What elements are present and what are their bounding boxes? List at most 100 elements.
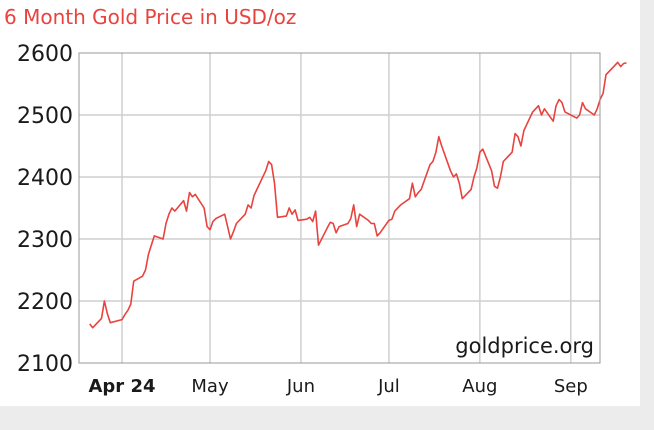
data-point [438, 136, 440, 138]
data-point [183, 200, 185, 202]
data-point [414, 196, 416, 198]
data-point [394, 210, 396, 212]
data-point [192, 196, 194, 198]
data-point [391, 218, 393, 220]
data-point [335, 232, 337, 234]
data-point [458, 182, 460, 184]
data-point [517, 136, 519, 138]
data-point [153, 235, 155, 237]
data-point [432, 161, 434, 163]
data-point [189, 192, 191, 194]
data-point [171, 207, 173, 209]
data-point [309, 216, 311, 218]
x-tick-label: Jul [377, 376, 400, 397]
data-point [500, 176, 502, 178]
data-point [614, 65, 616, 67]
data-point [617, 61, 619, 63]
data-point [561, 102, 563, 104]
data-point [441, 145, 443, 147]
data-point [514, 133, 516, 135]
data-point [306, 218, 308, 220]
data-point [379, 232, 381, 234]
data-point [520, 145, 522, 147]
y-tick-label: 2500 [17, 104, 73, 129]
data-point [168, 213, 170, 215]
data-point [347, 223, 349, 225]
data-point [491, 170, 493, 172]
data-point [558, 99, 560, 101]
y-tick-label: 2300 [17, 228, 73, 253]
data-point [412, 182, 414, 184]
data-point [564, 111, 566, 113]
data-point [359, 213, 361, 215]
data-point [150, 244, 152, 246]
data-point [356, 226, 358, 228]
data-point [368, 220, 370, 222]
data-point [538, 105, 540, 107]
data-point [623, 63, 625, 65]
data-point [582, 102, 584, 104]
data-point [256, 189, 258, 191]
data-point [285, 215, 287, 217]
data-point [338, 226, 340, 228]
plot-frame [78, 52, 601, 364]
data-point [89, 323, 91, 325]
data-point [297, 220, 299, 222]
y-tick-label: 2600 [17, 42, 73, 67]
data-point [417, 192, 419, 194]
data-point [271, 164, 273, 166]
data-point [291, 213, 293, 215]
data-point [435, 151, 437, 153]
data-point [429, 164, 431, 166]
data-point [203, 207, 205, 209]
data-point [142, 275, 144, 277]
data-point [370, 223, 372, 225]
data-point [544, 108, 546, 110]
data-point [274, 182, 276, 184]
data-point [552, 120, 554, 122]
y-tick-label: 2100 [17, 352, 73, 377]
data-point [476, 167, 478, 169]
data-point [124, 314, 126, 316]
data-point [585, 108, 587, 110]
chart-title: 6 Month Gold Price in USD/oz [4, 5, 296, 29]
data-point [541, 114, 543, 116]
goldprice-watermark: goldprice.org [455, 334, 594, 358]
plot-background [79, 53, 600, 363]
data-point [165, 223, 167, 225]
data-point [461, 198, 463, 200]
data-point [473, 176, 475, 178]
gold-price-widget: 6 Month Gold Price in USD/oz 2600 2500 240… [0, 0, 640, 406]
data-point [420, 189, 422, 191]
data-point [479, 151, 481, 153]
data-point [318, 244, 320, 246]
data-point [250, 207, 252, 209]
data-point [620, 66, 622, 68]
data-point [121, 319, 123, 321]
data-point [353, 204, 355, 206]
data-point [576, 117, 578, 119]
data-point [224, 213, 226, 215]
data-point [244, 213, 246, 215]
data-point [209, 229, 211, 231]
x-tick-label: Aug [462, 376, 497, 397]
series-line [89, 61, 627, 329]
data-point [502, 161, 504, 163]
gold-price-chart: 6 Month Gold Price in USD/oz 2600 2500 240… [4, 5, 628, 397]
data-point [312, 221, 314, 223]
data-point [523, 130, 525, 132]
data-point [127, 309, 129, 311]
data-point [212, 221, 214, 223]
data-point [230, 238, 232, 240]
data-point [288, 207, 290, 209]
data-point [626, 62, 628, 64]
data-point [133, 280, 135, 282]
data-point [511, 151, 513, 153]
data-point [106, 313, 108, 315]
data-point [535, 108, 537, 110]
data-point [92, 327, 94, 329]
x-tick-label: Apr 24 [88, 376, 155, 397]
data-point [315, 210, 317, 212]
data-point [400, 204, 402, 206]
data-point [101, 318, 103, 320]
